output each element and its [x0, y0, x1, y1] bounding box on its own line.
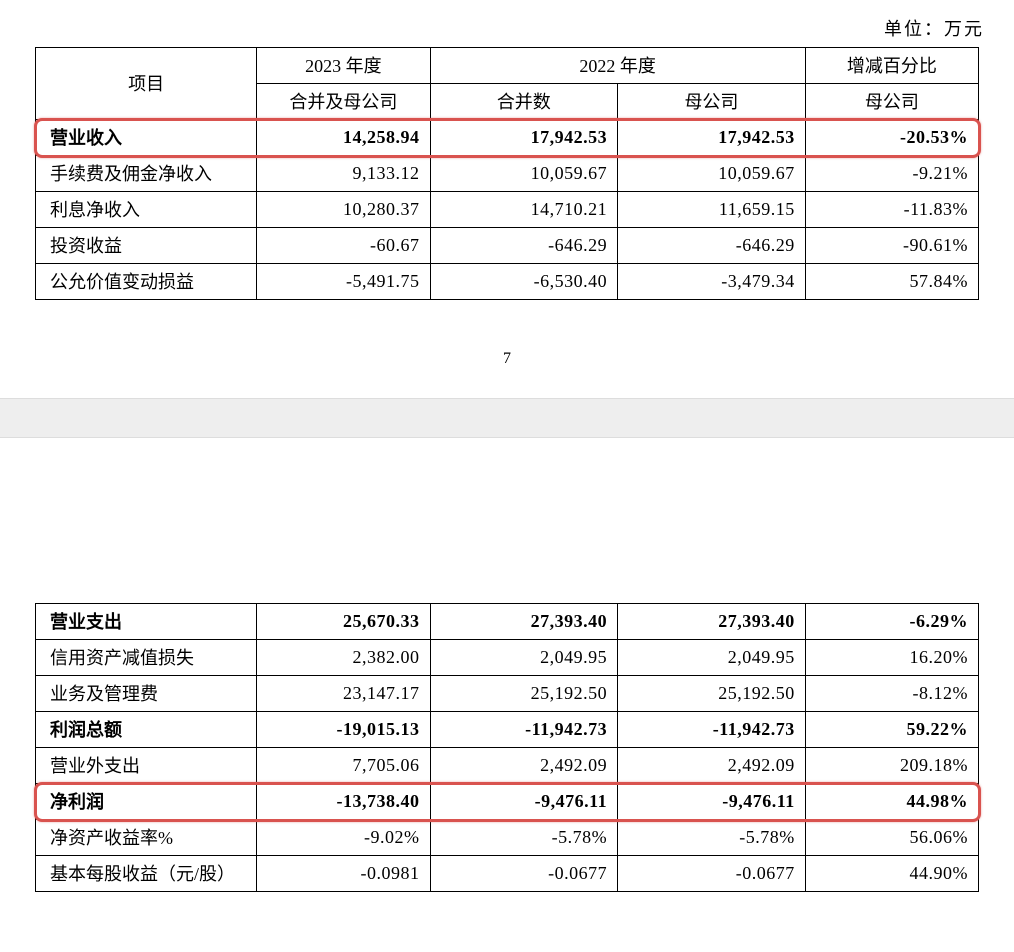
row-label: 基本每股收益（元/股） — [36, 856, 257, 892]
cell-value: -5,491.75 — [257, 264, 430, 300]
table-row: 公允价值变动损益-5,491.75-6,530.40-3,479.3457.84… — [36, 264, 979, 300]
cell-value: 25,670.33 — [257, 604, 430, 640]
table-row: 营业外支出7,705.062,492.092,492.09209.18% — [36, 748, 979, 784]
cell-value: 25,192.50 — [430, 676, 618, 712]
cell-value: 209.18% — [805, 748, 978, 784]
table-body: 营业收入14,258.9417,942.5317,942.53-20.53%手续… — [36, 120, 979, 300]
financial-table-1: 项目 2023 年度 2022 年度 增减百分比 合并及母公司 合并数 母公司 … — [35, 47, 979, 300]
table-row: 利润总额-19,015.13-11,942.73-11,942.7359.22% — [36, 712, 979, 748]
cell-value: 2,492.09 — [618, 748, 806, 784]
cell-value: -0.0677 — [430, 856, 618, 892]
cell-value: 9,133.12 — [257, 156, 430, 192]
cell-value: 27,393.40 — [430, 604, 618, 640]
cell-value: -6,530.40 — [430, 264, 618, 300]
cell-value: 17,942.53 — [618, 120, 806, 156]
cell-value: 44.90% — [805, 856, 978, 892]
row-label: 手续费及佣金净收入 — [36, 156, 257, 192]
cell-value: 2,492.09 — [430, 748, 618, 784]
row-label: 营业外支出 — [36, 748, 257, 784]
table-row: 净利润-13,738.40-9,476.11-9,476.1144.98% — [36, 784, 979, 820]
cell-value: 14,710.21 — [430, 192, 618, 228]
table-row: 信用资产减值损失2,382.002,049.952,049.9516.20% — [36, 640, 979, 676]
cell-value: -6.29% — [805, 604, 978, 640]
table-row: 投资收益-60.67-646.29-646.29-90.61% — [36, 228, 979, 264]
cell-value: 10,280.37 — [257, 192, 430, 228]
cell-value: 2,382.00 — [257, 640, 430, 676]
header-2022: 2022 年度 — [430, 48, 805, 84]
table-row: 业务及管理费23,147.1725,192.5025,192.50-8.12% — [36, 676, 979, 712]
header-2023: 2023 年度 — [257, 48, 430, 84]
header-item: 项目 — [36, 48, 257, 120]
cell-value: -646.29 — [618, 228, 806, 264]
cell-value: -9,476.11 — [618, 784, 806, 820]
cell-value: -0.0677 — [618, 856, 806, 892]
subheader-merged-parent: 合并及母公司 — [257, 84, 430, 120]
cell-value: 16.20% — [805, 640, 978, 676]
cell-value: -90.61% — [805, 228, 978, 264]
cell-value: 10,059.67 — [430, 156, 618, 192]
cell-value: -8.12% — [805, 676, 978, 712]
row-label: 利息净收入 — [36, 192, 257, 228]
cell-value: 10,059.67 — [618, 156, 806, 192]
row-label: 公允价值变动损益 — [36, 264, 257, 300]
table-row: 营业支出25,670.3327,393.4027,393.40-6.29% — [36, 604, 979, 640]
table-body: 营业支出25,670.3327,393.4027,393.40-6.29%信用资… — [36, 604, 979, 892]
cell-value: -5.78% — [430, 820, 618, 856]
financial-table-2-wrapper: 营业支出25,670.3327,393.4027,393.40-6.29%信用资… — [35, 603, 979, 892]
row-label: 净利润 — [36, 784, 257, 820]
white-space — [0, 438, 1014, 603]
row-label: 营业收入 — [36, 120, 257, 156]
cell-value: -0.0981 — [257, 856, 430, 892]
cell-value: 59.22% — [805, 712, 978, 748]
cell-value: 23,147.17 — [257, 676, 430, 712]
cell-value: 2,049.95 — [430, 640, 618, 676]
subheader-parent-pct: 母公司 — [805, 84, 978, 120]
financial-table-2: 营业支出25,670.3327,393.4027,393.40-6.29%信用资… — [35, 603, 979, 892]
subheader-consolidated: 合并数 — [430, 84, 618, 120]
page-number: 7 — [0, 300, 1014, 398]
row-label: 投资收益 — [36, 228, 257, 264]
row-label: 信用资产减值损失 — [36, 640, 257, 676]
cell-value: 2,049.95 — [618, 640, 806, 676]
cell-value: 25,192.50 — [618, 676, 806, 712]
cell-value: 44.98% — [805, 784, 978, 820]
row-label: 净资产收益率% — [36, 820, 257, 856]
cell-value: 7,705.06 — [257, 748, 430, 784]
cell-value: -9,476.11 — [430, 784, 618, 820]
cell-value: -11,942.73 — [430, 712, 618, 748]
cell-value: -19,015.13 — [257, 712, 430, 748]
cell-value: -13,738.40 — [257, 784, 430, 820]
cell-value: 17,942.53 — [430, 120, 618, 156]
financial-table-1-wrapper: 项目 2023 年度 2022 年度 增减百分比 合并及母公司 合并数 母公司 … — [35, 47, 979, 300]
table-row: 营业收入14,258.9417,942.5317,942.53-20.53% — [36, 120, 979, 156]
subheader-parent: 母公司 — [618, 84, 806, 120]
row-label: 业务及管理费 — [36, 676, 257, 712]
cell-value: -60.67 — [257, 228, 430, 264]
cell-value: -20.53% — [805, 120, 978, 156]
cell-value: -9.21% — [805, 156, 978, 192]
header-pct: 增减百分比 — [805, 48, 978, 84]
cell-value: -5.78% — [618, 820, 806, 856]
cell-value: -11,942.73 — [618, 712, 806, 748]
cell-value: 27,393.40 — [618, 604, 806, 640]
table-row: 基本每股收益（元/股）-0.0981-0.0677-0.067744.90% — [36, 856, 979, 892]
cell-value: 56.06% — [805, 820, 978, 856]
table-header: 项目 2023 年度 2022 年度 增减百分比 合并及母公司 合并数 母公司 … — [36, 48, 979, 120]
cell-value: -9.02% — [257, 820, 430, 856]
unit-label: 单位：万元 — [0, 0, 1014, 47]
table-row: 手续费及佣金净收入9,133.1210,059.6710,059.67-9.21… — [36, 156, 979, 192]
row-label: 利润总额 — [36, 712, 257, 748]
cell-value: 14,258.94 — [257, 120, 430, 156]
page-gap — [0, 398, 1014, 438]
cell-value: -3,479.34 — [618, 264, 806, 300]
cell-value: -646.29 — [430, 228, 618, 264]
cell-value: 11,659.15 — [618, 192, 806, 228]
row-label: 营业支出 — [36, 604, 257, 640]
cell-value: -11.83% — [805, 192, 978, 228]
cell-value: 57.84% — [805, 264, 978, 300]
table-row: 净资产收益率%-9.02%-5.78%-5.78%56.06% — [36, 820, 979, 856]
table-row: 利息净收入10,280.3714,710.2111,659.15-11.83% — [36, 192, 979, 228]
